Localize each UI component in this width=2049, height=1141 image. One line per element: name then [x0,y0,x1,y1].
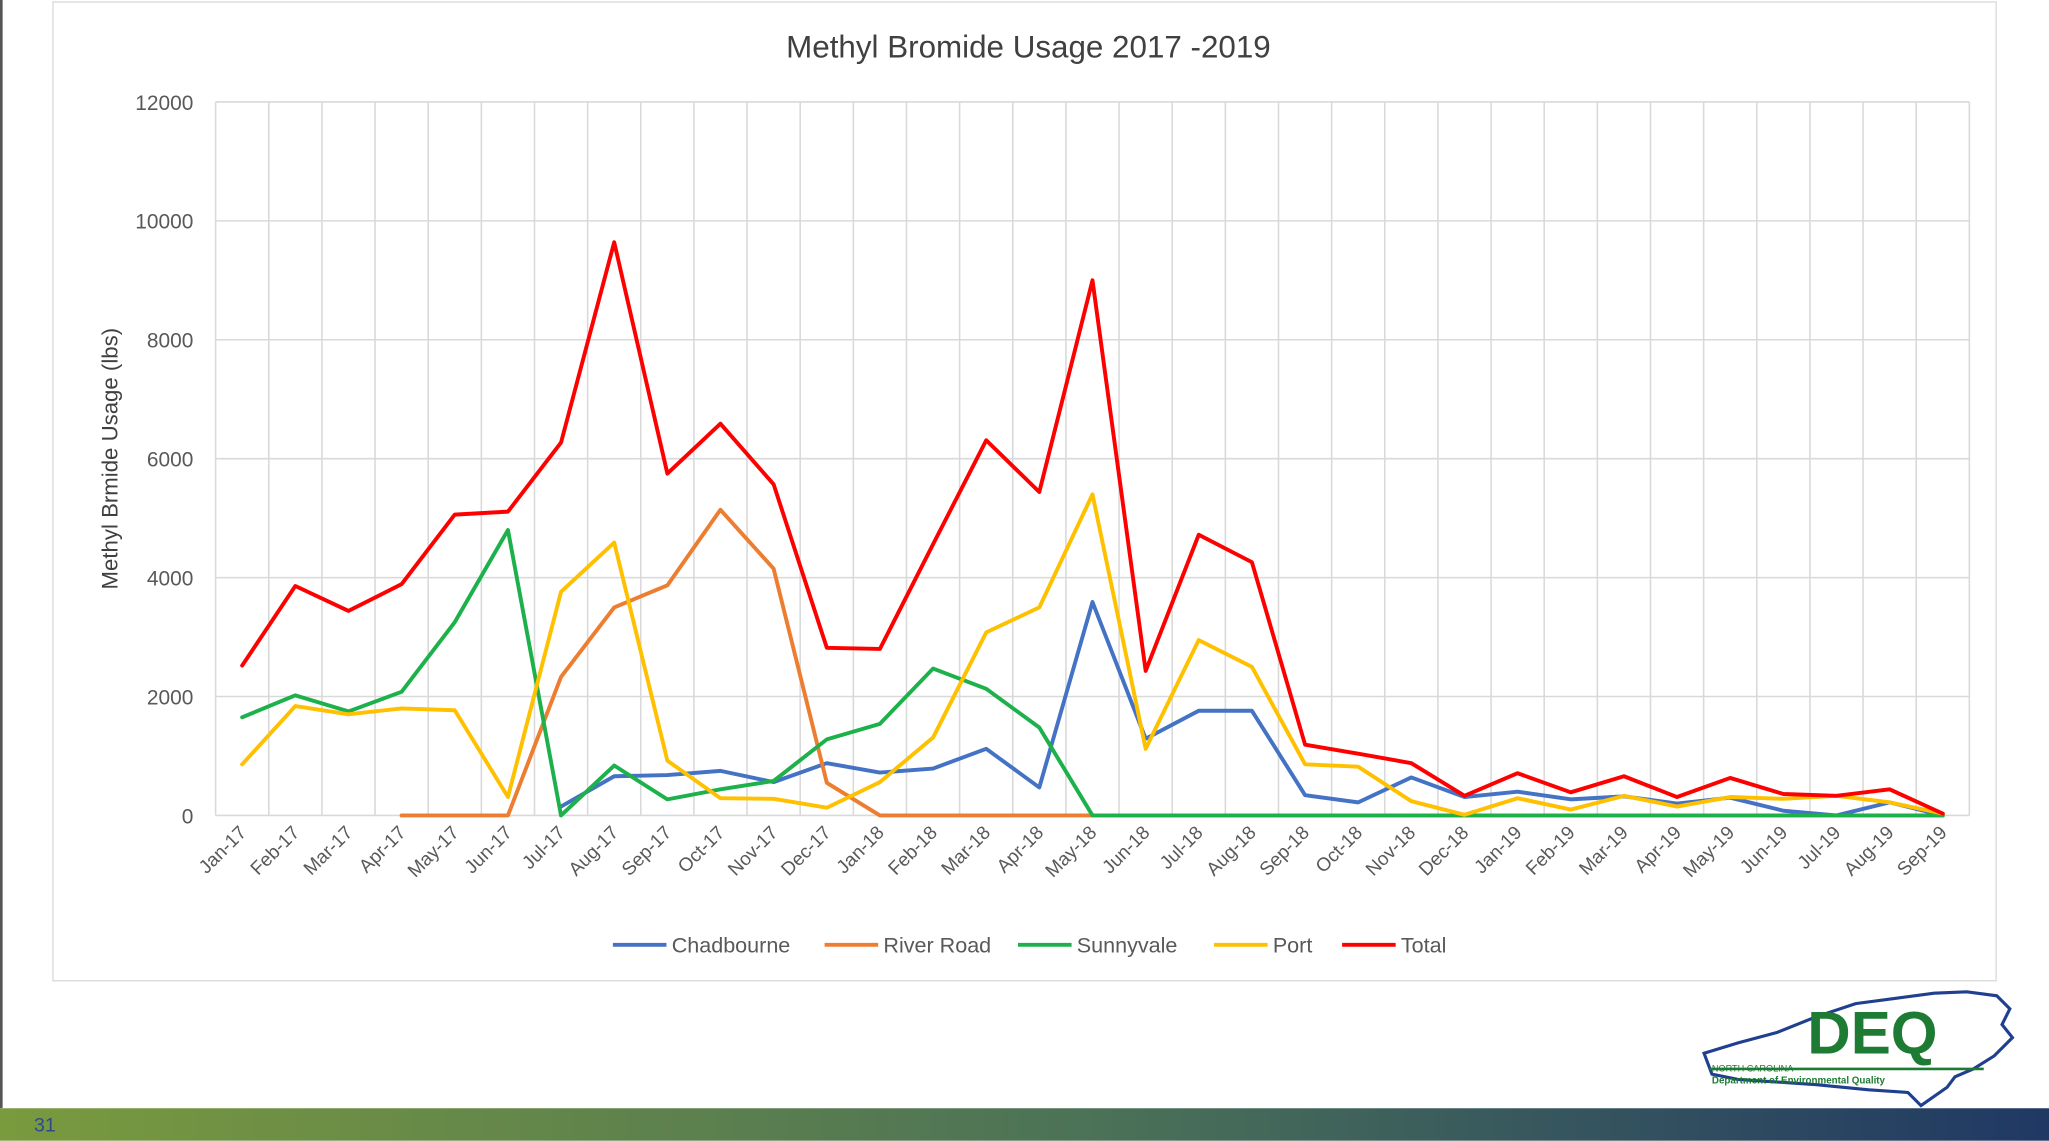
x-tick-label: May-17 [404,822,464,882]
x-tick-label: Nov-18 [1362,822,1420,880]
y-tick-labels: 0 2000 4000 6000 8000 10000 12000 [135,92,193,829]
x-tick-label: Mar-18 [938,822,995,879]
x-tick-label: Feb-17 [247,822,304,879]
legend-label-sunnyvale: Sunnyvale [1077,933,1178,958]
page-number: 31 [33,1114,56,1137]
x-tick-label: Apr-18 [993,822,1048,877]
x-tick-label: Apr-17 [355,822,410,877]
y-tick-label: 2000 [147,686,193,709]
line-chart: Methyl Bromide Usage 2017 -2019 0 2000 400… [98,29,1971,958]
y-axis-label: Methyl Brmide Usage (lbs) [98,328,123,590]
chart-frame: Methyl Bromide Usage 2017 -2019 0 2000 400… [52,1,1997,982]
y-tick-label: 10000 [135,211,193,234]
y-tick-label: 6000 [147,449,193,472]
x-tick-label: Aug-18 [1203,822,1261,880]
x-tick-label: Feb-18 [885,822,942,879]
x-tick-label: Aug-17 [565,822,623,880]
x-tick-label: Jul-17 [518,822,569,873]
x-tick-label: Sep-18 [1256,822,1314,880]
y-tick-label: 12000 [135,92,193,115]
x-tick-label: Jun-18 [1099,822,1155,878]
series-line-total [240,240,1945,816]
y-tick-label: 8000 [147,330,193,353]
series-line-port [240,492,1945,817]
x-tick-label: Aug-19 [1840,822,1898,880]
x-tick-label: Jan-18 [833,822,889,878]
legend-label-total: Total [1401,933,1447,958]
x-tick-label: Mar-17 [300,822,357,879]
footer-gradient-bar [0,1108,2049,1141]
nc-deq-logo: DEQ NORTH CAROLINA Department of Environ… [1702,990,2015,1108]
x-tick-label: Nov-17 [724,822,782,880]
x-tick-label: Oct-17 [674,822,729,877]
x-tick-label: Jan-19 [1471,822,1527,878]
y-tick-label: 0 [182,805,194,828]
gridlines [214,101,1971,817]
x-tick-label: Jul-18 [1156,822,1207,873]
x-tick-label: May-19 [1679,822,1739,882]
x-tick-label: Dec-18 [1415,822,1473,880]
logo-line1: NORTH CAROLINA [1712,1064,1794,1074]
x-tick-label: Mar-19 [1575,822,1632,879]
x-tick-label: Jul-19 [1794,822,1845,873]
logo-line2: Department of Environmental Quality [1712,1075,1886,1086]
legend-label-river-road: River Road [883,933,991,958]
legend-label-chadbourne: Chadbourne [672,933,791,958]
chart-title: Methyl Bromide Usage 2017 -2019 [786,29,1271,64]
x-tick-label: Oct-18 [1312,822,1367,877]
x-tick-label: Apr-19 [1631,822,1686,877]
deq-acronym: DEQ [1807,999,1937,1066]
north-carolina-state-outline [1702,990,2015,1108]
x-tick-label: Dec-17 [778,822,836,880]
legend: Chadbourne River Road Sunnyvale Port Total [612,933,1447,958]
x-tick-label: Jun-19 [1736,822,1792,878]
x-tick-label: Sep-17 [618,822,676,880]
legend-label-port: Port [1273,933,1313,958]
x-tick-label: Sep-19 [1894,822,1952,880]
series-line-sunnyvale [240,528,1945,818]
x-tick-label: Jan-17 [195,822,251,878]
y-tick-label: 4000 [147,567,193,590]
series-lines [240,240,1945,818]
slide-left-edge [0,0,3,1109]
x-tick-label: Feb-19 [1522,822,1579,879]
x-tick-label: May-18 [1042,822,1102,882]
x-tick-label: Jun-17 [461,822,517,878]
